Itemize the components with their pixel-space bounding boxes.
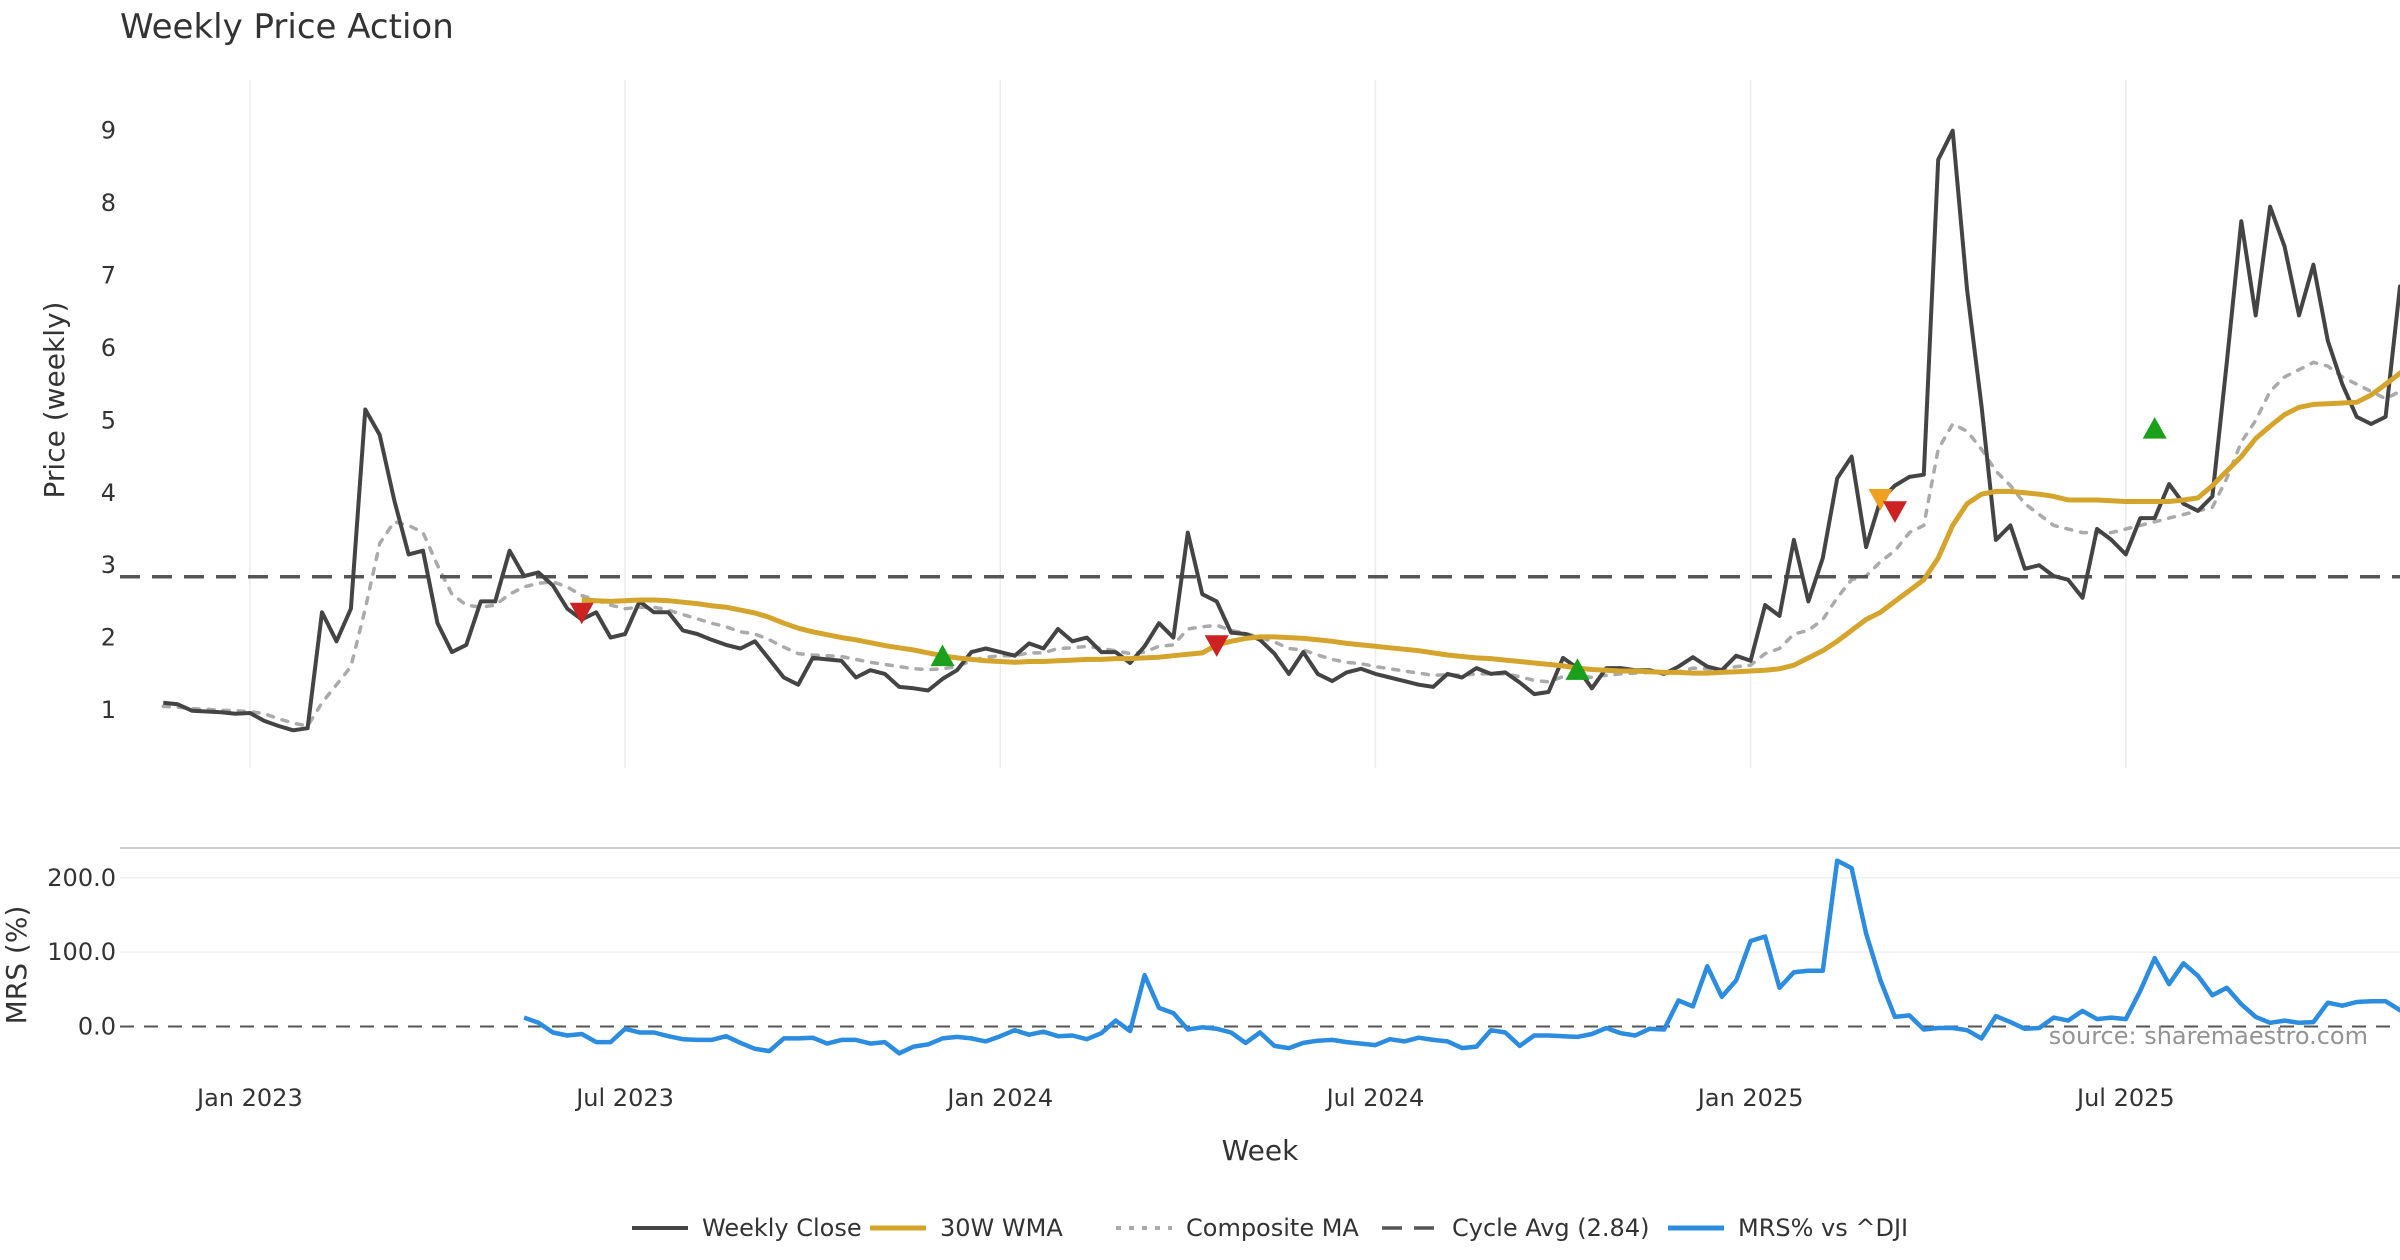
x-tick-label: Jan 2025 [1696, 1084, 1804, 1112]
signal-marker-up [930, 644, 955, 667]
signal-marker-down [569, 602, 594, 625]
signal-marker-up [2142, 417, 2167, 439]
upper-grid [249, 80, 2127, 768]
signal-markers [569, 417, 2167, 680]
watermark: source: sharemaestro.com [2049, 1022, 2368, 1050]
upper-y-tick-label: 9 [101, 117, 116, 145]
upper-y-tick-label: 2 [101, 624, 116, 652]
lower-grid [120, 877, 2400, 1028]
x-tick-label: Jul 2024 [1325, 1084, 1425, 1112]
lower-y-axis-label: MRS (%) [0, 906, 33, 1025]
lower-y-ticks: 0.0 100.0 200.0 [47, 864, 116, 1041]
series-mrs [523, 858, 2400, 1056]
upper-y-tick-label: 5 [101, 406, 116, 434]
lower-series [523, 858, 2400, 1056]
upper-y-tick-label: 8 [101, 189, 116, 217]
x-tick-label: Jan 2023 [195, 1084, 303, 1112]
series-weekly-close [163, 128, 2400, 733]
upper-series [120, 128, 2400, 733]
legend-label: MRS% vs ^DJI [1738, 1214, 1908, 1242]
upper-y-axis-label: Price (weekly) [38, 302, 71, 499]
signal-marker-up [1565, 658, 1590, 680]
x-tick-label: Jan 2024 [945, 1084, 1053, 1112]
lower-y-tick-label: 0.0 [78, 1013, 116, 1041]
lower-y-tick-label: 100.0 [47, 938, 116, 966]
signal-marker-down [1204, 635, 1229, 657]
signal-marker-down [1882, 501, 1907, 523]
x-tick-label: Jul 2025 [2075, 1084, 2175, 1112]
legend-label: Composite MA [1186, 1214, 1359, 1242]
series-30w-wma [581, 370, 2400, 676]
upper-y-ticks: 1 2 3 4 5 6 7 8 9 [101, 117, 116, 724]
upper-y-tick-label: 3 [101, 551, 116, 579]
upper-y-tick-label: 4 [101, 479, 116, 507]
legend: Weekly Close 30W WMA Composite MA Cycle Avg… [632, 1214, 1908, 1242]
x-tick-label: Jul 2023 [574, 1084, 674, 1112]
upper-y-tick-label: 7 [101, 262, 116, 290]
chart-title: Weekly Price Action [120, 7, 454, 47]
upper-y-tick-label: 1 [101, 696, 116, 724]
upper-y-tick-label: 6 [101, 334, 116, 362]
lower-y-tick-label: 200.0 [47, 864, 116, 892]
legend-label: Weekly Close [702, 1214, 862, 1242]
signal-marker-down [1868, 488, 1893, 511]
legend-label: 30W WMA [940, 1214, 1063, 1242]
legend-label: Cycle Avg (2.84) [1452, 1214, 1649, 1242]
x-axis-label: Week [1222, 1134, 1299, 1167]
x-ticks: Jan 2023 Jul 2023 Jan 2024 Jul 2024 Jan 2025… [195, 1084, 2175, 1112]
